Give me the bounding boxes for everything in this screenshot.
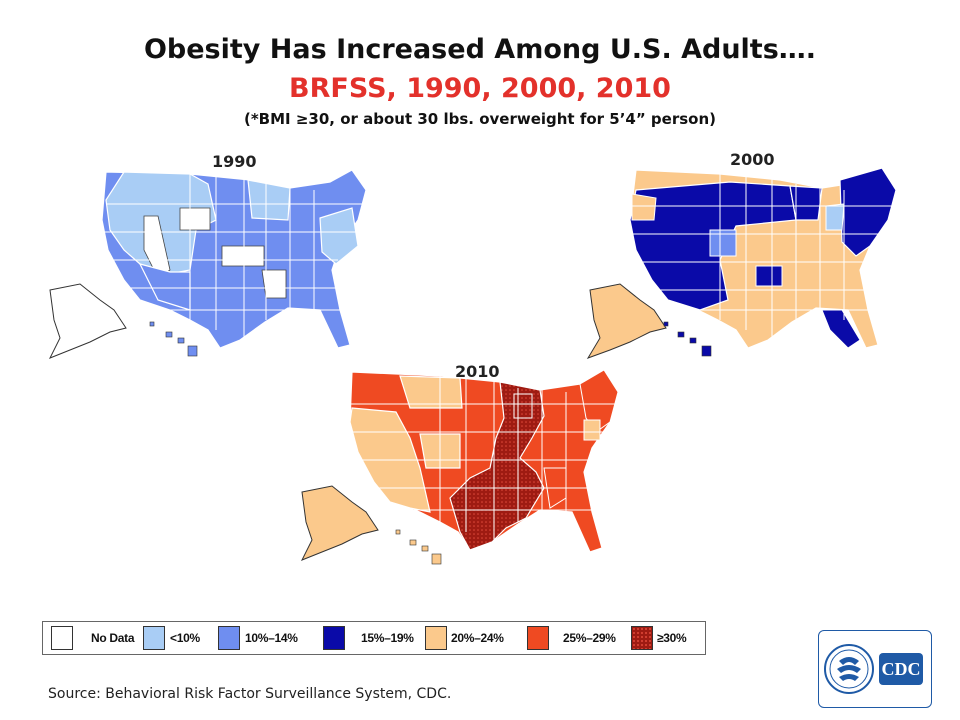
- page-title: Obesity Has Increased Among U.S. Adults……: [143, 34, 817, 65]
- year-label-2010: 2010: [455, 362, 500, 381]
- map-1990-hawaii: [149, 321, 198, 357]
- map-1990-mainland: [101, 169, 367, 349]
- legend-swatch-lt10: [143, 626, 165, 650]
- map-2000-hawaii: [663, 321, 712, 357]
- bmi-note: (*BMI ≥30, or about 30 lbs. overweight f…: [243, 110, 717, 128]
- legend-swatch-no-data: [51, 626, 73, 650]
- legend-label-15-19: 15%–19%: [361, 631, 414, 645]
- legend-swatch-20-24: [425, 626, 447, 650]
- hhs-eagle-icon: [824, 644, 923, 694]
- legend-swatch-15-19: [323, 626, 345, 650]
- legend-swatch-10-14: [218, 626, 240, 650]
- cdc-logo-text: CDC: [881, 659, 921, 679]
- legend-label-25-29: 25%–29%: [563, 631, 616, 645]
- legend-swatch-25-29: [527, 626, 549, 650]
- map-2000-alaska: [586, 283, 667, 359]
- page-subtitle: BRFSS, 1990, 2000, 2010: [289, 73, 671, 104]
- legend-label-20-24: 20%–24%: [451, 631, 504, 645]
- map-1990-alaska: [48, 283, 127, 359]
- map-2010-alaska: [300, 485, 379, 561]
- legend-swatch-30-plus: [631, 626, 653, 650]
- year-label-1990: 1990: [212, 152, 257, 171]
- legend-label-no-data: No Data: [91, 631, 135, 645]
- us-map-1990: [48, 169, 367, 359]
- map-2010-hawaii: [395, 529, 442, 565]
- legend: No Data <10% 10%–14% 15%–19% 20%–24% 25%…: [42, 621, 706, 655]
- legend-label-10-14: 10%–14%: [245, 631, 298, 645]
- legend-label-30-plus: ≥30%: [657, 631, 687, 645]
- source-note: Source: Behavioral Risk Factor Surveilla…: [48, 686, 452, 702]
- us-map-2010: [300, 369, 619, 565]
- map-2010-mainland: [349, 369, 619, 553]
- map-2000-mainland: [629, 167, 897, 349]
- cdc-logo[interactable]: CDC: [818, 630, 932, 708]
- us-map-2000: [586, 167, 897, 359]
- legend-label-lt10: <10%: [170, 631, 200, 645]
- year-label-2000: 2000: [730, 150, 775, 169]
